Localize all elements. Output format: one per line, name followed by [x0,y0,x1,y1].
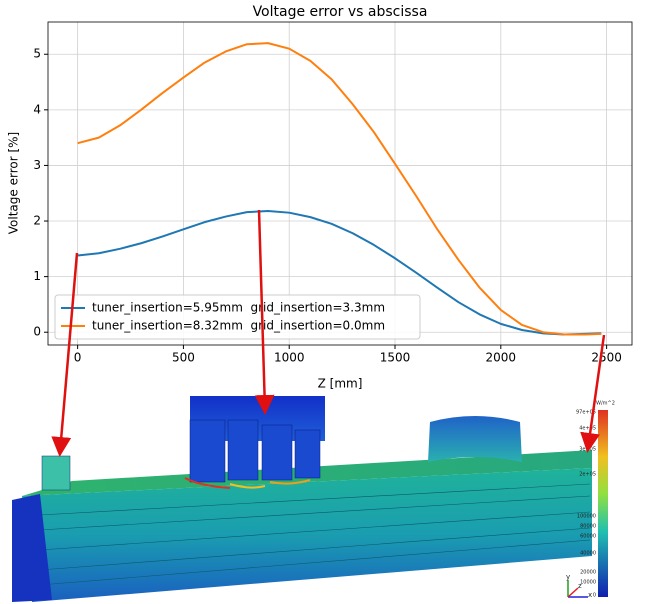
y-tick-label: 0 [33,325,41,339]
legend-label: tuner_insertion=5.95mm grid_insertion=3.… [92,301,385,315]
colorbar-label: 4e+05 [579,426,596,432]
legend-label: tuner_insertion=8.32mm grid_insertion=0.… [92,319,385,333]
axis-letter: x [588,591,592,599]
x-tick-label: 1500 [380,351,411,365]
x-tick-label: 500 [172,351,195,365]
colorbar-label: 60000 [580,534,596,540]
x-tick-label: 0 [74,351,82,365]
series-line [78,43,602,334]
chart-title: Voltage error vs abscissa [253,4,428,20]
colorbar-label: 10000 [580,580,596,586]
x-axis-label: Z [mm] [318,377,363,391]
colorbar-unit: W/m^2 [596,401,615,407]
y-axis-label: Voltage error [%] [7,132,21,234]
x-tick-label: 1000 [274,351,305,365]
colorbar-label: 0 [593,593,596,599]
y-tick-label: 2 [33,214,41,228]
legend: tuner_insertion=5.95mm grid_insertion=3.… [55,295,420,339]
page: {"chart_data": {"type": "line", "title":… [0,0,649,604]
plot-area: 0 500 1000 1500 2000 2500 0 1 2 3 4 5 tuner_insertio… [33,22,632,365]
stub [42,456,70,490]
x-tick-label: 2000 [486,351,517,365]
axis-letter: z [578,582,582,590]
y-tick-label: 4 [33,102,41,116]
y-tick-label: 5 [33,47,41,61]
figure: Voltage error vs abscissa Z [mm] Voltage… [0,0,649,604]
tuner-plate [428,416,522,462]
y-tick-label: 1 [33,269,41,283]
x-tick-label: 2500 [591,351,622,365]
colorbar [598,410,608,597]
colorbar-label: 20000 [580,570,596,576]
simulation-render: W/m^297e+054e+053e+052e+0510000080000600… [12,396,615,602]
colorbar-label: 2e+05 [579,472,596,478]
colorbar-label: 80000 [580,524,596,530]
axis-letter: y [566,573,570,581]
y-tick-label: 3 [33,158,41,172]
colorbar-label: 40000 [580,551,596,557]
colorbar-label: 100000 [577,514,596,520]
